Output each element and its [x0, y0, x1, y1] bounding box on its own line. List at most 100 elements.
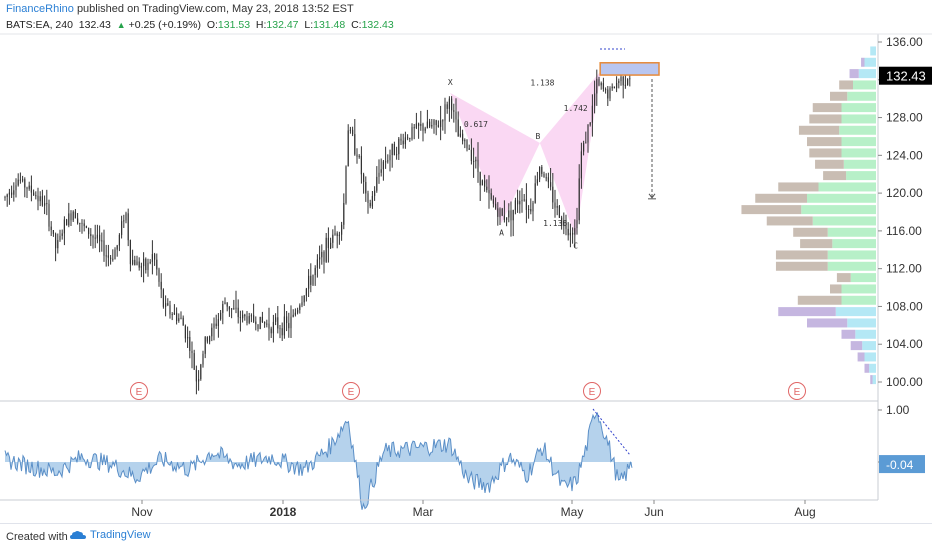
candle-body — [510, 210, 512, 221]
candle-body — [266, 323, 268, 325]
candle-body — [235, 307, 237, 309]
candle-body — [629, 78, 631, 80]
author-link[interactable]: FinanceRhino — [6, 3, 74, 15]
candle-body — [35, 195, 37, 197]
candle-body — [356, 154, 358, 157]
candle-body — [365, 182, 367, 194]
candle-body — [92, 236, 94, 238]
pattern-xab-triangle — [450, 93, 540, 224]
price-tick-label: 120.00 — [886, 186, 923, 200]
candle-body — [464, 140, 466, 142]
candle-body — [94, 237, 96, 239]
earnings-marker — [788, 382, 806, 400]
candle-body — [589, 122, 591, 125]
candle-body — [171, 314, 173, 316]
candle-body — [514, 200, 516, 211]
candle-body — [125, 213, 127, 221]
volume-profile-down-bar — [797, 295, 842, 305]
candle-body — [479, 172, 481, 186]
candle-body — [294, 312, 296, 315]
volume-profile-up-bar — [841, 148, 876, 158]
candle-body — [536, 179, 538, 184]
candle-body — [473, 161, 475, 162]
tradingview-logo[interactable]: TradingView — [70, 529, 151, 541]
low-label: L: — [304, 19, 314, 31]
price-tick-label: 104.00 — [886, 337, 923, 351]
symbol-label[interactable]: BATS:EA, 240 — [6, 19, 73, 31]
candle-body — [534, 183, 536, 203]
candle-body — [123, 220, 125, 222]
candle-body — [143, 258, 145, 267]
candle-body — [519, 201, 521, 205]
candle-body — [160, 281, 162, 290]
candle-body — [347, 130, 349, 167]
candle-body — [550, 182, 552, 187]
chart-canvas[interactable]: X A B C 0.617 1.138 1.742 1.136 E E E E 136.00 132.… — [0, 0, 932, 523]
candle-body — [413, 127, 415, 129]
candle-body — [358, 155, 360, 157]
volume-profile-up-bar — [835, 307, 876, 317]
tradingview-cloud-icon — [70, 531, 86, 539]
candle-body — [259, 316, 261, 329]
candle-body — [215, 323, 217, 326]
change-value: +0.25 (+0.19%) — [128, 19, 201, 31]
pattern-point-label-c: C — [573, 242, 578, 251]
candle-body — [453, 110, 455, 112]
price-tick-label: 128.00 — [886, 111, 923, 125]
earnings-marker — [130, 382, 148, 400]
candle-body — [222, 304, 224, 313]
price-tick-label: 108.00 — [886, 299, 923, 313]
candle-body — [61, 233, 63, 236]
candle-body — [255, 321, 257, 325]
candle-body — [17, 179, 19, 186]
volume-profile-down-bar — [766, 216, 813, 226]
harmonic-pattern — [450, 70, 602, 237]
candle-body — [618, 81, 620, 83]
candle-body — [594, 93, 596, 106]
candle-body — [354, 134, 356, 155]
time-tick-label: Jun — [644, 505, 663, 519]
candle-body — [6, 194, 8, 197]
candle-body — [334, 233, 336, 235]
candle-body — [116, 245, 118, 250]
candle-body — [321, 251, 323, 258]
candle-body — [156, 259, 158, 270]
volume-profile-up-bar — [843, 159, 876, 169]
candle-body — [290, 316, 292, 329]
volume-profile-up-bar — [827, 227, 876, 237]
volume-profile-down-bar — [793, 227, 828, 237]
candlestick-series — [4, 69, 631, 395]
candle-body — [275, 317, 277, 322]
candle-body — [226, 302, 228, 307]
candle-body — [360, 155, 362, 175]
volume-profile-up-bar — [827, 261, 876, 271]
footer-bar: Created with TradingView — [0, 523, 932, 551]
volume-profile-up-bar — [847, 318, 876, 328]
open-label: O: — [206, 19, 218, 31]
candle-body — [305, 288, 307, 296]
candle-body — [52, 230, 54, 234]
candle-body — [554, 202, 556, 208]
volume-profile-down-bar — [775, 250, 828, 260]
oscillator-pane — [4, 408, 633, 510]
candle-body — [437, 125, 439, 127]
pattern-point-label-b: B — [535, 132, 540, 141]
candle-body — [580, 151, 582, 179]
last-price-badge — [879, 66, 932, 85]
volume-profile-down-bar — [849, 69, 859, 79]
candle-body — [297, 310, 299, 313]
price-tick-label: 100.00 — [886, 375, 923, 389]
candle-body — [497, 208, 499, 217]
candle-body — [506, 217, 508, 220]
candle-body — [286, 316, 288, 324]
candle-body — [303, 295, 305, 303]
candle-body — [268, 323, 270, 329]
oscillator-line — [4, 411, 633, 510]
candle-body — [407, 137, 409, 139]
candle-body — [574, 228, 576, 235]
candle-body — [112, 258, 114, 260]
candle-body — [145, 258, 147, 271]
candle-body — [424, 128, 426, 131]
candle-body — [332, 234, 334, 243]
candle-body — [74, 211, 76, 219]
